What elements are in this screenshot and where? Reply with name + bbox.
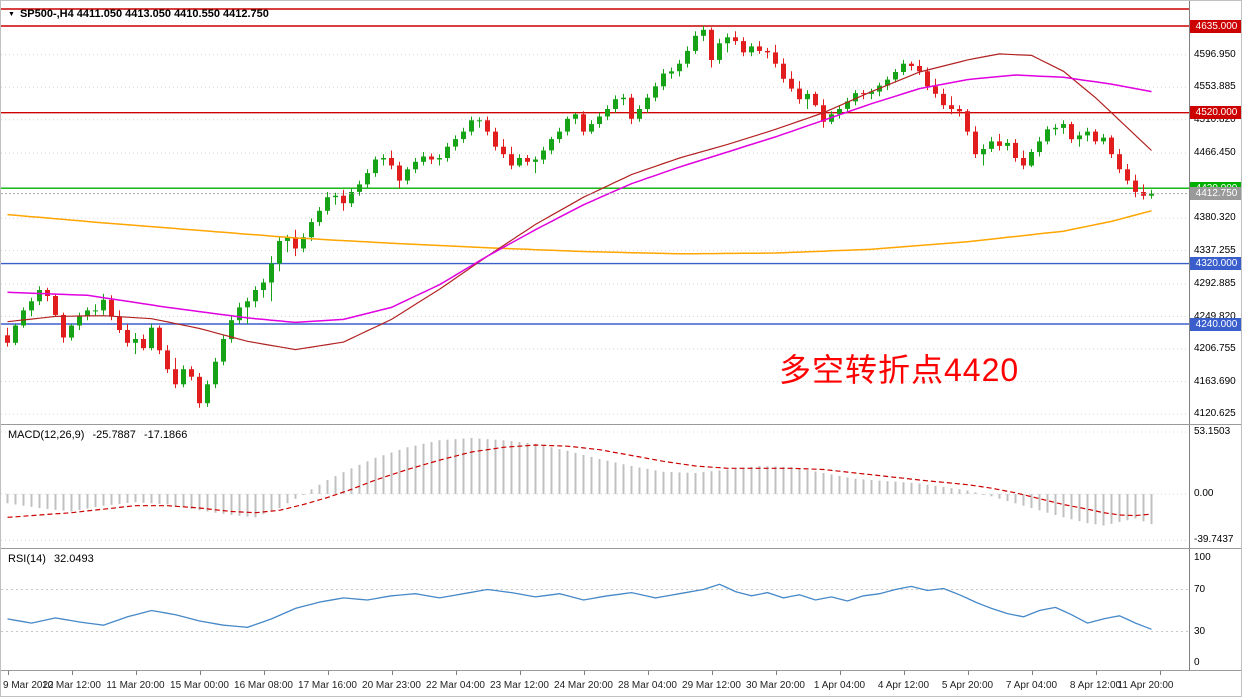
time-label: 20 Mar 23:00 <box>362 680 421 691</box>
chart-ohlc-header: ▼ SP500-,H4 4411.050 4413.050 4410.550 4… <box>8 8 269 20</box>
time-label: 22 Mar 04:00 <box>426 680 485 691</box>
price-tick-label: 4337.255 <box>1194 244 1236 256</box>
symbol-dropdown-icon[interactable]: ▼ <box>8 10 15 18</box>
time-tick <box>775 671 777 675</box>
price-tick-label: 4510.820 <box>1194 113 1236 125</box>
macd-tick-label: -39.7437 <box>1194 534 1234 546</box>
ohlc-text: SP500-,H4 4411.050 4413.050 4410.550 441… <box>19 8 269 20</box>
panel-separator[interactable] <box>1 424 1241 425</box>
price-level-badge-4520: 4520.000 <box>1190 106 1241 120</box>
rsi-line <box>7 583 1152 630</box>
macd-tick-label: 0.00 <box>1194 488 1214 499</box>
time-label: 9 Mar 2022 <box>3 680 54 691</box>
ma-darkred-line <box>7 53 1152 351</box>
time-label: 7 Apr 04:00 <box>1005 680 1058 691</box>
price-level-badge-4320: 4320.000 <box>1190 257 1241 271</box>
rsi-value: 32.0493 <box>53 553 94 565</box>
macd-signal-line <box>7 444 1152 518</box>
time-tick <box>647 671 649 675</box>
time-label: 24 Mar 20:00 <box>554 680 613 691</box>
time-label: 30 Mar 20:00 <box>746 680 805 691</box>
panel-separator <box>1 670 1241 671</box>
time-tick <box>391 671 393 675</box>
time-label: 5 Apr 20:00 <box>941 680 994 691</box>
price-level-badge-4240: 4240.000 <box>1190 317 1241 331</box>
time-label: 1 Apr 04:00 <box>813 680 866 691</box>
time-tick <box>199 671 201 675</box>
rsi-indicator-label: RSI(14) 32.0493 <box>8 553 99 565</box>
panel-separator[interactable] <box>1 548 1241 549</box>
time-label: 8 Apr 12:00 <box>1069 680 1122 691</box>
price-tick-label: 4466.450 <box>1194 147 1236 159</box>
time-label: 11 Apr 20:00 <box>1117 680 1174 691</box>
rsi-tick-label: 30 <box>1194 625 1206 637</box>
annotation-text: 多空转折点4420 <box>779 352 1020 388</box>
ma-orange-line <box>7 210 1152 255</box>
macd-name: MACD(12,26,9) <box>8 429 85 441</box>
price-scale[interactable]: 4596.950 4553.885 4510.820 4466.450 4380.320… <box>1190 1 1241 671</box>
chart-canvas[interactable] <box>1 1 1189 671</box>
price-tick-label: 4380.320 <box>1194 212 1236 224</box>
rsi-tick-label: 0 <box>1194 657 1200 668</box>
time-label: 10 Mar 12:00 <box>42 680 101 691</box>
time-tick <box>967 671 969 675</box>
time-tick <box>583 671 585 675</box>
time-tick <box>711 671 713 675</box>
price-tick-label: 4163.690 <box>1194 375 1236 387</box>
time-tick <box>903 671 905 675</box>
price-tick-label: 4292.885 <box>1194 278 1236 290</box>
time-label: 15 Mar 00:00 <box>170 680 229 691</box>
macd-histogram-group <box>6 438 1153 526</box>
time-tick <box>327 671 329 675</box>
time-label: 28 Mar 04:00 <box>618 680 677 691</box>
time-tick <box>7 671 9 675</box>
price-tick-label: 4553.885 <box>1194 81 1236 93</box>
time-tick <box>1159 671 1161 675</box>
time-tick <box>455 671 457 675</box>
rsi-tick-label: 70 <box>1194 583 1206 595</box>
macd-main-value: -25.7887 <box>92 429 136 441</box>
price-level-badge-4635: 4635.000 <box>1190 19 1241 33</box>
time-label: 4 Apr 12:00 <box>877 680 930 691</box>
time-label: 29 Mar 12:00 <box>682 680 741 691</box>
price-tick-label: 4249.820 <box>1194 310 1236 322</box>
time-tick <box>1031 671 1033 675</box>
time-label: 17 Mar 16:00 <box>298 680 357 691</box>
time-tick <box>839 671 841 675</box>
time-axis[interactable]: 9 Mar 2022 10 Mar 12:00 11 Mar 20:00 15 Mar… <box>1 671 1241 696</box>
ma-magenta-line <box>7 74 1152 324</box>
price-tick-label: 4120.625 <box>1194 408 1236 419</box>
time-tick <box>1095 671 1097 675</box>
candles-group <box>5 26 1154 408</box>
time-label: 16 Mar 08:00 <box>234 680 293 691</box>
price-tick-label: 4206.755 <box>1194 343 1236 354</box>
time-label: 23 Mar 12:00 <box>490 680 549 691</box>
price-tick-label: 4596.950 <box>1194 48 1236 60</box>
macd-signal-value: -17.1866 <box>143 429 188 441</box>
time-tick <box>519 671 521 675</box>
time-tick <box>263 671 265 675</box>
time-tick <box>71 671 73 675</box>
rsi-tick-label: 100 <box>1194 552 1211 563</box>
rsi-name: RSI(14) <box>8 553 46 565</box>
time-tick <box>135 671 137 675</box>
time-label: 11 Mar 20:00 <box>106 680 165 691</box>
current-price-badge: 4412.750 <box>1190 187 1241 201</box>
price-scale-border <box>1189 1 1190 671</box>
macd-tick-label: 53.1503 <box>1194 426 1231 437</box>
macd-indicator-label: MACD(12,26,9) -25.7887 -17.1866 <box>8 429 192 441</box>
